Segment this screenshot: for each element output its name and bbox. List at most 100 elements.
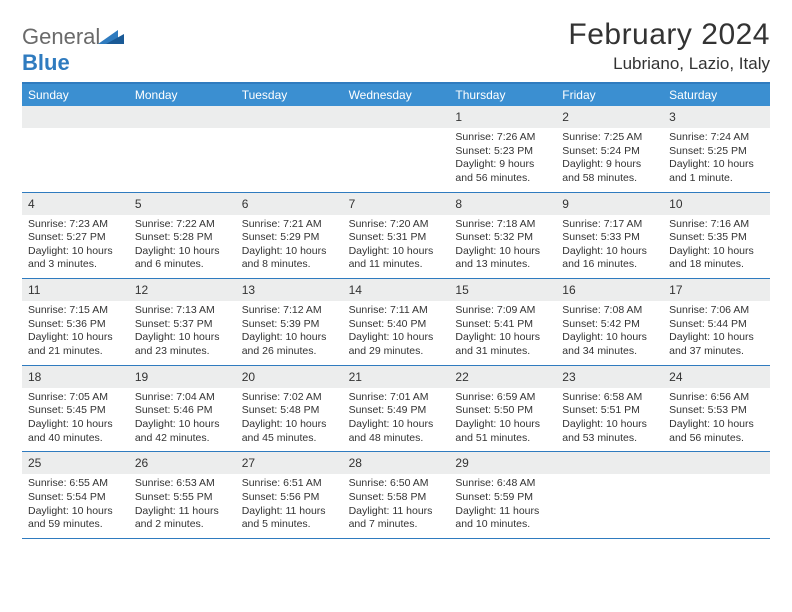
day-number: 29 xyxy=(455,456,468,470)
day-number: 24 xyxy=(669,370,682,384)
day-number: 13 xyxy=(242,283,255,297)
location-subtitle: Lubriano, Lazio, Italy xyxy=(568,54,770,74)
day-body: Sunrise: 6:59 AMSunset: 5:50 PMDaylight:… xyxy=(449,388,556,452)
daylight-text: and 10 minutes. xyxy=(455,518,550,532)
day-number-bar: 1 xyxy=(449,106,556,128)
day-number-bar: 23 xyxy=(556,366,663,388)
day-cell: 4Sunrise: 7:23 AMSunset: 5:27 PMDaylight… xyxy=(22,193,129,279)
daylight-text: and 58 minutes. xyxy=(562,172,657,186)
daylight-text: Daylight: 10 hours xyxy=(349,245,444,259)
sunset-text: Sunset: 5:45 PM xyxy=(28,404,123,418)
day-number-bar: 22 xyxy=(449,366,556,388)
sunrise-text: Sunrise: 6:58 AM xyxy=(562,391,657,405)
day-body: Sunrise: 6:55 AMSunset: 5:54 PMDaylight:… xyxy=(22,474,129,538)
day-number-bar: 5 xyxy=(129,193,236,215)
sunrise-text: Sunrise: 7:26 AM xyxy=(455,131,550,145)
day-body: Sunrise: 7:02 AMSunset: 5:48 PMDaylight:… xyxy=(236,388,343,452)
day-body xyxy=(22,128,129,137)
day-number-bar: 15 xyxy=(449,279,556,301)
day-body xyxy=(663,474,770,483)
daylight-text: and 13 minutes. xyxy=(455,258,550,272)
day-cell: 13 Sunrise: 7:12 AMSunset: 5:39 PMDayligh… xyxy=(236,279,343,365)
week-row: 18Sunrise: 7:05 AMSunset: 5:45 PMDayligh… xyxy=(22,366,770,453)
logo-word-2: Blue xyxy=(22,50,70,75)
sunset-text: Sunset: 5:29 PM xyxy=(242,231,337,245)
weekday-header: Friday xyxy=(556,84,663,106)
day-cell: 3Sunrise: 7:24 AMSunset: 5:25 PMDaylight… xyxy=(663,106,770,192)
day-cell xyxy=(343,106,450,192)
sunset-text: Sunset: 5:48 PM xyxy=(242,404,337,418)
sunrise-text: Sunrise: 6:53 AM xyxy=(135,477,230,491)
day-cell: 18Sunrise: 7:05 AMSunset: 5:45 PMDayligh… xyxy=(22,366,129,452)
day-number: 11 xyxy=(28,283,40,297)
week-row: 1Sunrise: 7:26 AMSunset: 5:23 PMDaylight… xyxy=(22,106,770,193)
daylight-text: Daylight: 11 hours xyxy=(349,505,444,519)
weekday-header: Sunday xyxy=(22,84,129,106)
weekday-header: Thursday xyxy=(449,84,556,106)
daylight-text: Daylight: 10 hours xyxy=(455,245,550,259)
sunrise-text: Sunrise: 7:12 AM xyxy=(242,304,337,318)
day-body: Sunrise: 7:11 AMSunset: 5:40 PMDaylight:… xyxy=(343,301,450,365)
sunrise-text: Sunrise: 7:16 AM xyxy=(669,218,764,232)
daylight-text: and 16 minutes. xyxy=(562,258,657,272)
day-number: 23 xyxy=(562,370,575,384)
sunset-text: Sunset: 5:50 PM xyxy=(455,404,550,418)
daylight-text: and 7 minutes. xyxy=(349,518,444,532)
daylight-text: and 23 minutes. xyxy=(135,345,230,359)
sunset-text: Sunset: 5:39 PM xyxy=(242,318,337,332)
daylight-text: Daylight: 10 hours xyxy=(669,331,764,345)
day-body: Sunrise: 7:17 AMSunset: 5:33 PMDaylight:… xyxy=(556,215,663,279)
daylight-text: and 31 minutes. xyxy=(455,345,550,359)
day-number: 1 xyxy=(455,110,462,124)
day-number-bar: 20 xyxy=(236,366,343,388)
daylight-text: and 40 minutes. xyxy=(28,432,123,446)
daylight-text: and 51 minutes. xyxy=(455,432,550,446)
daylight-text: Daylight: 10 hours xyxy=(455,331,550,345)
day-cell xyxy=(129,106,236,192)
day-body: Sunrise: 6:50 AMSunset: 5:58 PMDaylight:… xyxy=(343,474,450,538)
daylight-text: Daylight: 10 hours xyxy=(135,245,230,259)
sunrise-text: Sunrise: 7:02 AM xyxy=(242,391,337,405)
logo: GeneralBlue xyxy=(22,18,124,76)
day-number: 18 xyxy=(28,370,41,384)
day-number-bar xyxy=(22,106,129,128)
day-body xyxy=(129,128,236,137)
daylight-text: and 1 minute. xyxy=(669,172,764,186)
day-body: Sunrise: 7:12 AMSunset: 5:39 PMDaylight:… xyxy=(236,301,343,365)
sunrise-text: Sunrise: 7:15 AM xyxy=(28,304,123,318)
day-cell: 14Sunrise: 7:11 AMSunset: 5:40 PMDayligh… xyxy=(343,279,450,365)
day-number-bar: 11 xyxy=(22,279,129,301)
daylight-text: Daylight: 10 hours xyxy=(562,418,657,432)
daylight-text: and 5 minutes. xyxy=(242,518,337,532)
sunset-text: Sunset: 5:31 PM xyxy=(349,231,444,245)
day-number-bar: 13 xyxy=(236,279,343,301)
sunset-text: Sunset: 5:33 PM xyxy=(562,231,657,245)
day-number-bar: 14 xyxy=(343,279,450,301)
day-cell: 20 Sunrise: 7:02 AMSunset: 5:48 PMDayligh… xyxy=(236,366,343,452)
sunset-text: Sunset: 5:27 PM xyxy=(28,231,123,245)
daylight-text: Daylight: 10 hours xyxy=(242,245,337,259)
day-number: 7 xyxy=(349,197,356,211)
day-cell: 9Sunrise: 7:17 AMSunset: 5:33 PMDaylight… xyxy=(556,193,663,279)
month-title: February 2024 xyxy=(568,18,770,52)
day-cell: 23Sunrise: 6:58 AMSunset: 5:51 PMDayligh… xyxy=(556,366,663,452)
daylight-text: Daylight: 10 hours xyxy=(562,331,657,345)
day-cell xyxy=(556,452,663,538)
sunrise-text: Sunrise: 7:13 AM xyxy=(135,304,230,318)
weekday-header: Monday xyxy=(129,84,236,106)
day-cell: 17Sunrise: 7:06 AMSunset: 5:44 PMDayligh… xyxy=(663,279,770,365)
daylight-text: Daylight: 10 hours xyxy=(562,245,657,259)
day-cell: 25Sunrise: 6:55 AMSunset: 5:54 PMDayligh… xyxy=(22,452,129,538)
sunset-text: Sunset: 5:28 PM xyxy=(135,231,230,245)
day-cell: 28Sunrise: 6:50 AMSunset: 5:58 PMDayligh… xyxy=(343,452,450,538)
daylight-text: Daylight: 10 hours xyxy=(28,245,123,259)
day-number-bar: 16 xyxy=(556,279,663,301)
sunrise-text: Sunrise: 7:21 AM xyxy=(242,218,337,232)
day-cell: 6 Sunrise: 7:21 AMSunset: 5:29 PMDaylight… xyxy=(236,193,343,279)
day-number-bar: 7 xyxy=(343,193,450,215)
day-number: 20 xyxy=(242,370,255,384)
day-number-bar: 6 xyxy=(236,193,343,215)
sunset-text: Sunset: 5:23 PM xyxy=(455,145,550,159)
day-body: Sunrise: 7:15 AMSunset: 5:36 PMDaylight:… xyxy=(22,301,129,365)
day-body xyxy=(556,474,663,483)
